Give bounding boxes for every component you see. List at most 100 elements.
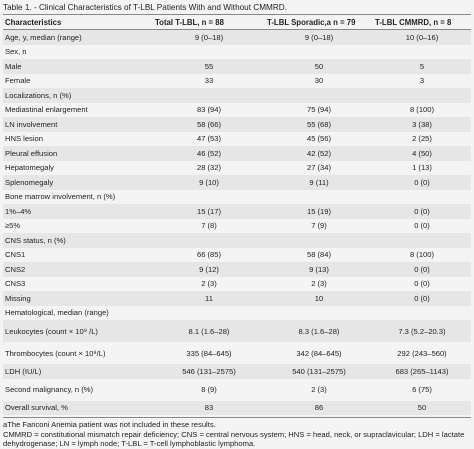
row-label: ≥5% <box>5 221 21 231</box>
cell-total: 83 (94) <box>196 105 222 115</box>
cell-sporadic: 8.3 (1.6–28) <box>265 320 373 342</box>
cell-cmmrd: 10 (0–16) <box>373 29 471 45</box>
cell-total <box>153 306 265 321</box>
cell-total: 55 <box>153 59 265 74</box>
cell-total: 2 (3) <box>201 279 217 289</box>
row-label: Female <box>5 76 31 86</box>
cell-total <box>153 190 265 205</box>
cell-sporadic: 10 <box>265 291 373 306</box>
cell-cmmrd: 0 (0) <box>414 221 430 231</box>
table-row: Female 33 30 3 <box>3 74 471 89</box>
row-label: Sex, n <box>5 47 27 57</box>
table-row: Age, y, median (range) 9 (0–18) 9 (0–18) 10… <box>3 29 471 45</box>
cell-sporadic: 342 (84–645) <box>296 348 342 358</box>
cell-total: 47 (53) <box>196 134 222 144</box>
cell-cmmrd: 2 (25) <box>412 134 432 144</box>
cell-sporadic: 50 <box>265 59 373 74</box>
row-label: Leukocytes (count × 10⁹ /L) <box>3 320 153 342</box>
cell-cmmrd <box>373 306 471 321</box>
table-row: Localizations, n (%) <box>3 88 471 103</box>
cell-total: 8.1 (1.6–28) <box>153 320 265 342</box>
table-row: Bone marrow involvement, n (%) <box>3 190 471 205</box>
cell-sporadic <box>265 233 373 248</box>
table-row: Missing 11 10 0 (0) <box>3 291 471 306</box>
cell-cmmrd <box>373 190 471 205</box>
table-row: Leukocytes (count × 10⁹ /L) 8.1 (1.6–28) 8… <box>3 320 471 342</box>
cell-cmmrd: 50 <box>373 400 471 415</box>
row-label: LDH (IU/L) <box>3 364 153 379</box>
cell-cmmrd: 3 (38) <box>373 117 471 132</box>
cell-cmmrd: 7.3 (5.2–20.3) <box>373 320 471 342</box>
cell-sporadic: 55 (68) <box>265 117 373 132</box>
table-row: Sex, n <box>3 45 471 60</box>
footnotes: aThe Fanconi Anemia patient was not incl… <box>3 417 471 449</box>
table-caption: Table 1. - Clinical Characteristics of T… <box>3 3 287 12</box>
cell-cmmrd: 0 (0) <box>414 279 430 289</box>
table-row: Pleural effusion 46 (52) 42 (52) 4 (50) <box>3 146 471 161</box>
cell-sporadic: 9 (13) <box>265 262 373 277</box>
cell-sporadic: 540 (131–2575) <box>265 364 373 379</box>
cell-sporadic: 86 <box>265 400 373 415</box>
row-label: Bone marrow involvement, n (%) <box>5 192 116 202</box>
cell-sporadic: 9 (11) <box>265 175 373 190</box>
cell-cmmrd: 0 (0) <box>373 204 471 219</box>
characteristics-table: Characteristics Total T-LBL, n = 88 T-LB… <box>3 14 471 415</box>
row-label: 1%–4% <box>3 204 153 219</box>
cell-sporadic <box>265 45 373 60</box>
cell-total: 11 <box>153 291 265 306</box>
paper-page: Table 1. - Clinical Characteristics of T… <box>3 3 471 448</box>
header-total: Total T-LBL, n = 88 <box>153 14 265 30</box>
cell-sporadic: 30 <box>314 76 324 86</box>
row-label: Overall survival, % <box>3 400 153 415</box>
cell-sporadic <box>265 190 373 205</box>
header-cmmrd: T-LBL CMMRD, n = 8 <box>373 14 471 30</box>
cell-total: 9 (0–18) <box>153 29 265 45</box>
table-row: Hematological, median (range) <box>3 306 471 321</box>
table-row: 1%–4% 15 (17) 15 (19) 0 (0) <box>3 204 471 219</box>
table-row: CNS status, n (%) <box>3 233 471 248</box>
cell-total: 28 (32) <box>196 163 222 173</box>
row-label: Mediastinal enlargement <box>5 105 88 115</box>
row-label: HNS lesion <box>5 134 43 144</box>
cell-sporadic: 27 (34) <box>306 163 332 173</box>
table-row: Second malignancy, n (%) 8 (9) 2 (3) 6 (75) <box>3 379 471 401</box>
table-row: Thrombocytes (count × 10⁹/L) 335 (84–645)… <box>3 342 471 364</box>
cell-cmmrd <box>373 88 471 103</box>
cell-sporadic <box>265 306 373 321</box>
row-label: CNS2 <box>3 262 153 277</box>
cell-cmmrd: 0 (0) <box>373 175 471 190</box>
row-label: Second malignancy, n (%) <box>5 385 94 394</box>
cell-sporadic: 15 (19) <box>265 204 373 219</box>
header-characteristics: Characteristics <box>3 14 153 30</box>
cell-total: 8 (9) <box>201 385 217 394</box>
row-label: Hepatomegaly <box>5 163 54 173</box>
cell-cmmrd: 6 (75) <box>412 385 432 394</box>
cell-cmmrd: 0 (0) <box>373 262 471 277</box>
table-row: ≥5% 7 (8) 7 (9) 0 (0) <box>3 219 471 234</box>
row-label: Thrombocytes (count × 10⁹/L) <box>5 348 106 358</box>
table-row: CNS2 9 (12) 9 (13) 0 (0) <box>3 262 471 277</box>
cell-total: 9 (12) <box>153 262 265 277</box>
table-row: CNS3 2 (3) 2 (3) 0 (0) <box>3 277 471 292</box>
cell-cmmrd: 4 (50) <box>373 146 471 161</box>
table-header-row: Characteristics Total T-LBL, n = 88 T-LB… <box>3 14 471 30</box>
table-row: Overall survival, % 83 86 50 <box>3 400 471 415</box>
cell-sporadic: 2 (3) <box>311 279 327 289</box>
table-body: Age, y, median (range) 9 (0–18) 9 (0–18) 10… <box>3 29 471 415</box>
table-row: Splenomegaly 9 (10) 9 (11) 0 (0) <box>3 175 471 190</box>
cell-sporadic: 9 (0–18) <box>265 29 373 45</box>
row-label: Missing <box>3 291 153 306</box>
cell-total: 7 (8) <box>201 221 217 231</box>
cell-total: 83 <box>153 400 265 415</box>
row-label: Pleural effusion <box>3 146 153 161</box>
cell-total: 33 <box>204 76 214 86</box>
table-row: LDH (IU/L) 546 (131–2575) 540 (131–2575) 68… <box>3 364 471 379</box>
cell-cmmrd <box>373 45 471 60</box>
table-row: HNS lesion 47 (53) 45 (56) 2 (25) <box>3 132 471 147</box>
header-sporadic: T-LBL Sporadic,a n = 79 <box>265 14 373 30</box>
cell-cmmrd: 8 (100) <box>409 250 435 260</box>
cell-total: 15 (17) <box>153 204 265 219</box>
cell-sporadic: 7 (9) <box>311 221 327 231</box>
cell-cmmrd: 8 (100) <box>409 105 435 115</box>
cell-total: 335 (84–645) <box>186 348 232 358</box>
